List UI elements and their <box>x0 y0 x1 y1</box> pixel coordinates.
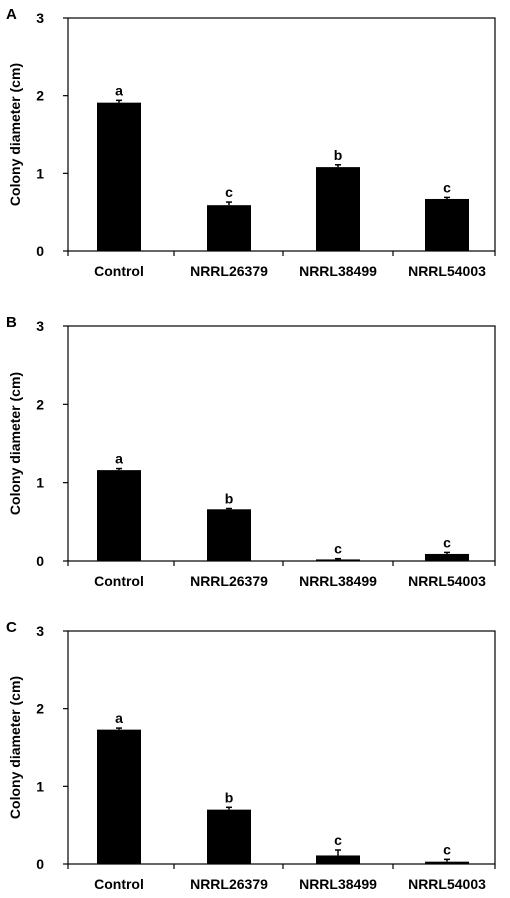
significance-label: a <box>115 451 123 467</box>
category-label: NRRL54003 <box>408 573 486 589</box>
y-tick-label: 0 <box>36 553 44 569</box>
bar <box>316 855 360 864</box>
significance-label: c <box>443 179 451 195</box>
bar <box>207 205 251 251</box>
significance-label: c <box>334 832 342 848</box>
category-label: Control <box>94 573 144 589</box>
bar <box>97 729 141 864</box>
significance-label: a <box>115 710 123 726</box>
category-label: Control <box>94 876 144 892</box>
category-label: NRRL38499 <box>299 263 377 279</box>
significance-label: c <box>225 184 233 200</box>
category-label: NRRL26379 <box>190 263 268 279</box>
significance-label: b <box>334 147 343 163</box>
bar <box>207 509 251 561</box>
y-tick-label: 0 <box>36 856 44 872</box>
significance-label: a <box>115 82 123 98</box>
category-label: NRRL38499 <box>299 876 377 892</box>
y-tick-label: 2 <box>36 701 44 717</box>
y-tick-label: 3 <box>36 318 44 334</box>
plot-frame <box>67 17 496 252</box>
bar <box>316 559 360 561</box>
panel-a: A 0 1 2 3 Colony diameter (cm) a Control c NRRL26… <box>6 6 496 279</box>
bar <box>97 102 141 251</box>
panel-letter: C <box>6 619 17 636</box>
y-tick-label: 0 <box>36 243 44 259</box>
panel-b: B 0 1 2 3 Colony diameter (cm) a Control b NRRL26… <box>6 314 496 589</box>
category-label: NRRL38499 <box>299 573 377 589</box>
panel-letter: A <box>6 6 17 23</box>
bar <box>425 861 469 864</box>
panel-c: C 0 1 2 3 Colony diameter (cm) a Control b NRRL26… <box>6 619 496 892</box>
y-axis-label: Colony diameter (cm) <box>7 63 23 206</box>
significance-label: c <box>443 534 451 550</box>
panel-letter: B <box>6 314 17 331</box>
y-tick-label: 1 <box>36 165 44 181</box>
y-tick-label: 3 <box>36 10 44 26</box>
y-tick-label: 2 <box>36 396 44 412</box>
plot-frame <box>67 325 496 562</box>
category-label: NRRL26379 <box>190 573 268 589</box>
significance-label: b <box>225 789 234 805</box>
category-label: NRRL54003 <box>408 263 486 279</box>
significance-label: c <box>443 841 451 857</box>
plot-frame <box>67 630 496 865</box>
y-axis-label: Colony diameter (cm) <box>7 676 23 819</box>
bar <box>425 553 469 561</box>
bar <box>207 809 251 864</box>
bar <box>316 167 360 251</box>
y-tick-label: 1 <box>36 778 44 794</box>
category-label: Control <box>94 263 144 279</box>
category-label: NRRL54003 <box>408 876 486 892</box>
y-tick-label: 2 <box>36 88 44 104</box>
bar <box>425 198 469 251</box>
y-tick-label: 3 <box>36 623 44 639</box>
bar <box>97 470 141 561</box>
significance-label: b <box>225 491 234 507</box>
category-label: NRRL26379 <box>190 876 268 892</box>
significance-label: c <box>334 541 342 557</box>
y-tick-label: 1 <box>36 475 44 491</box>
y-axis-label: Colony diameter (cm) <box>7 372 23 515</box>
